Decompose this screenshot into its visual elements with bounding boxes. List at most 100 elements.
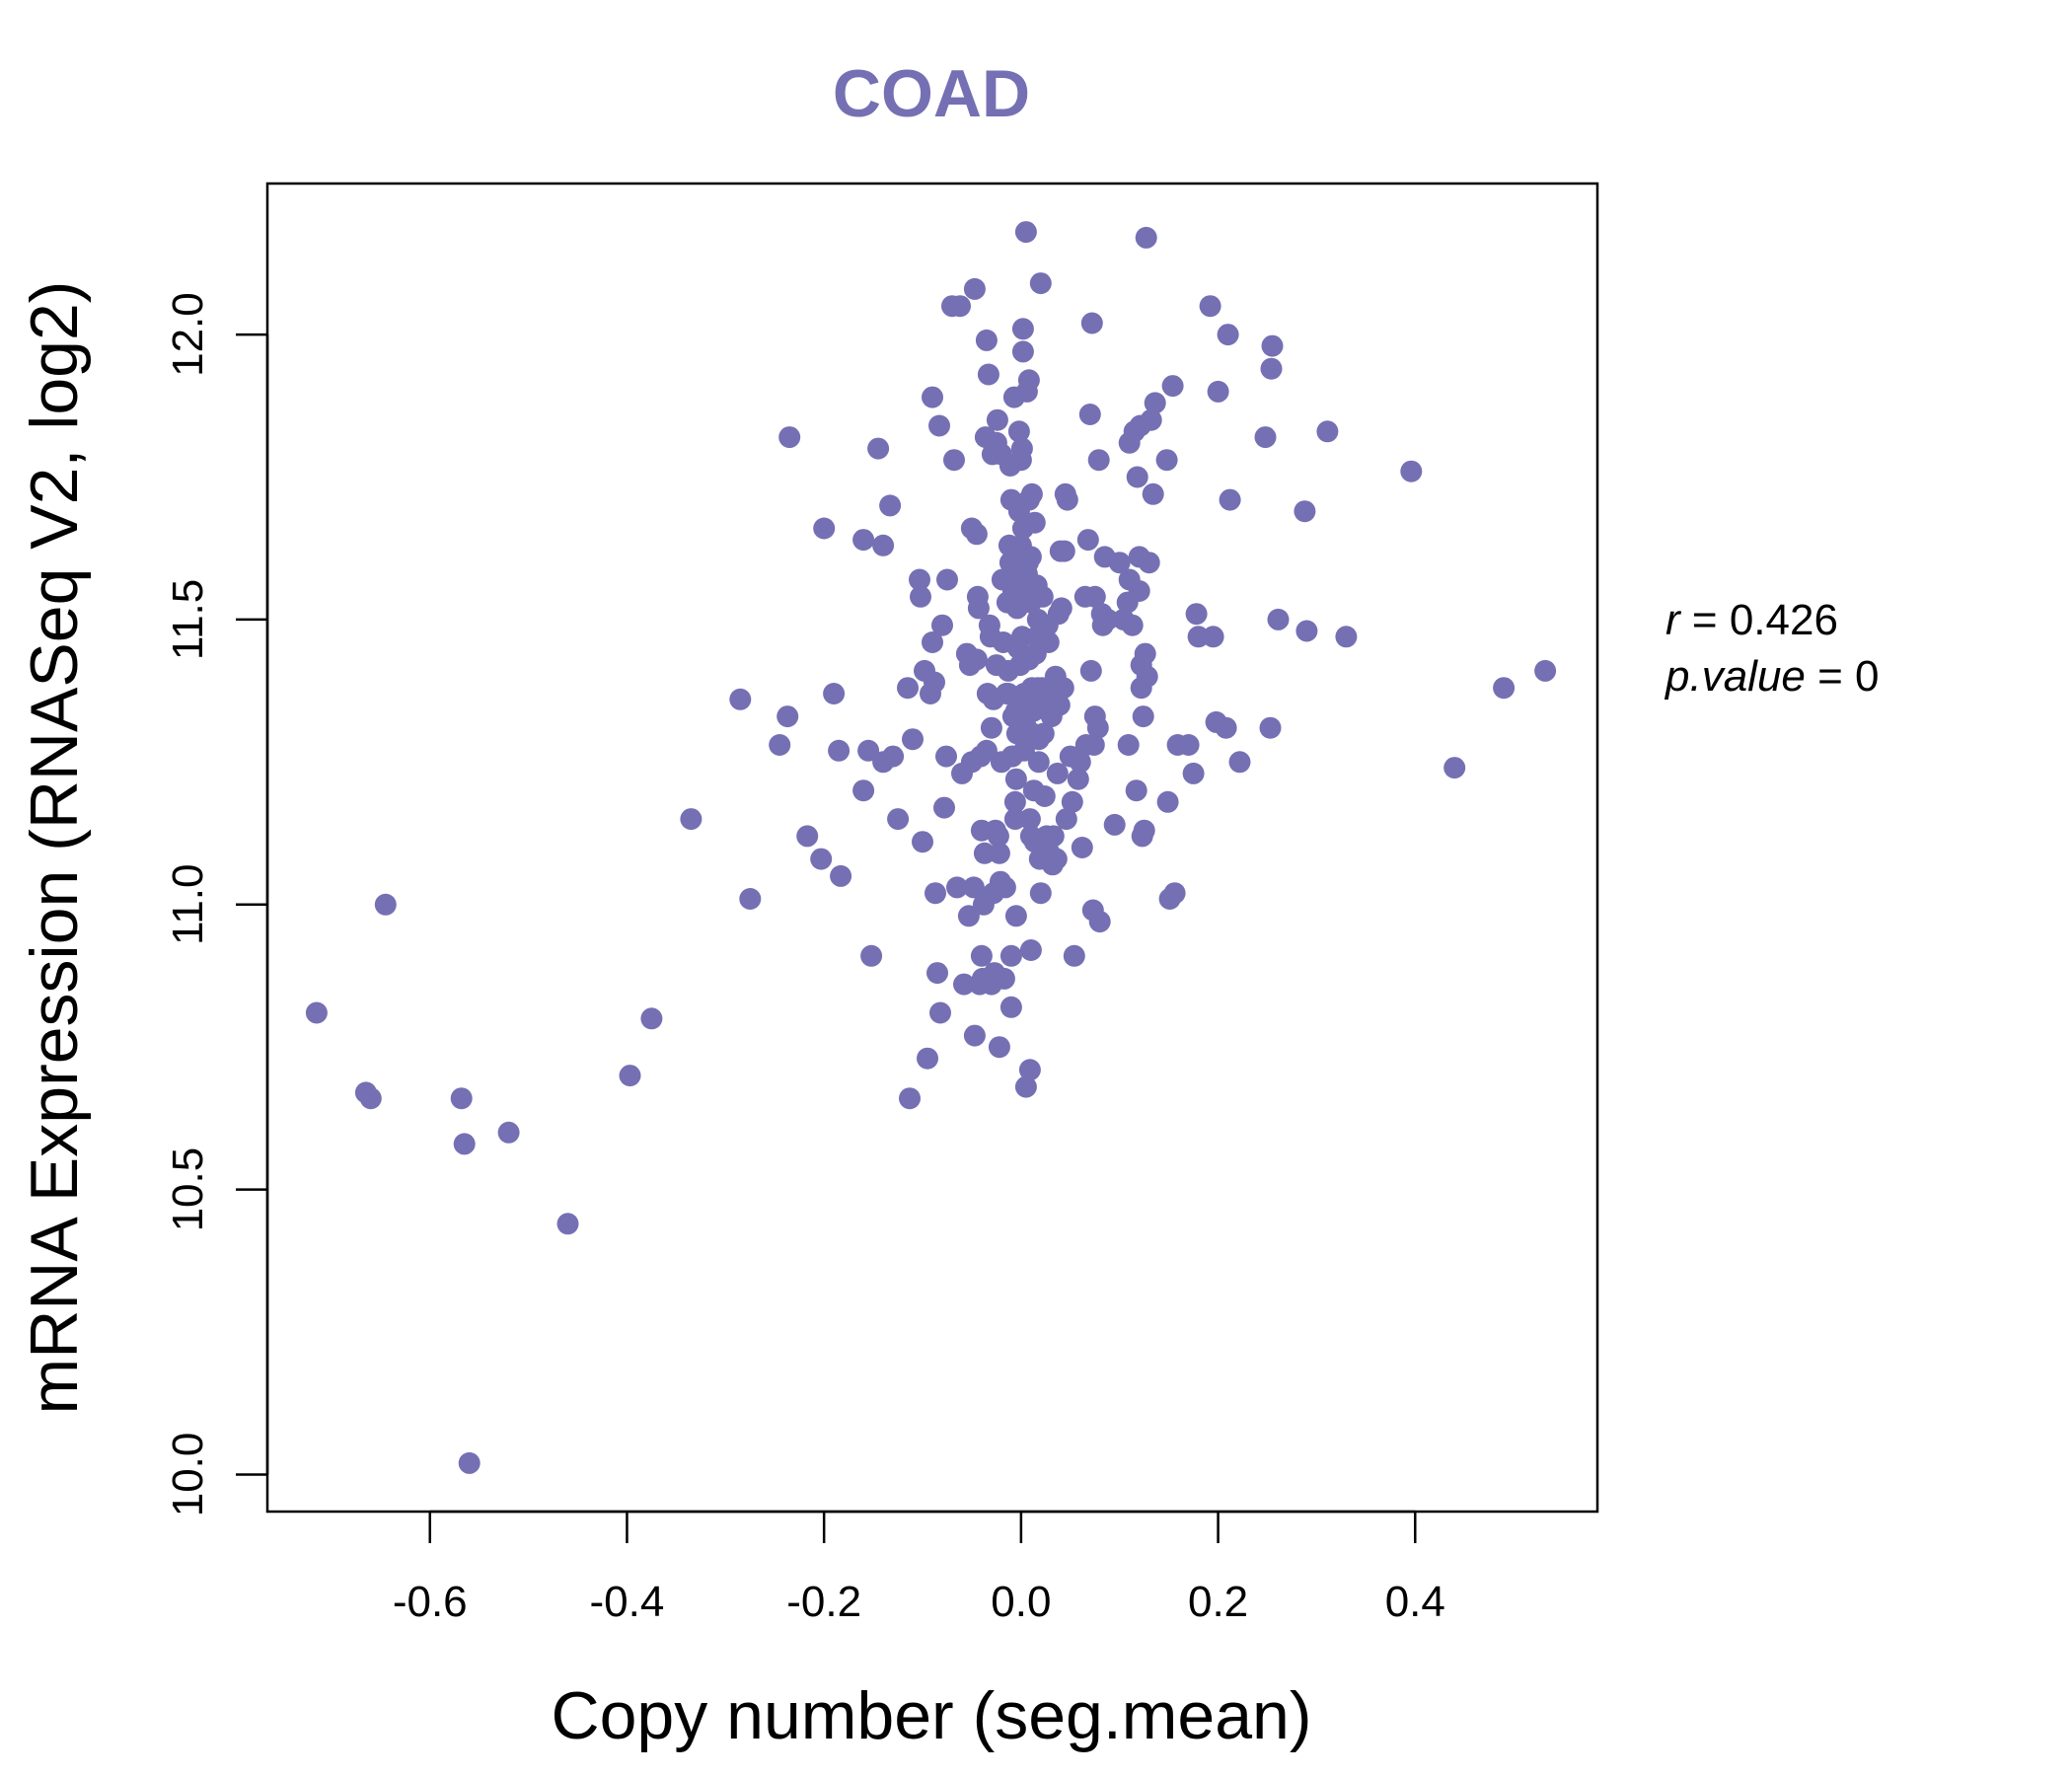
data-point: [867, 437, 890, 460]
data-point: [1048, 694, 1071, 716]
data-point: [1202, 626, 1224, 648]
data-point: [925, 882, 946, 905]
data-point: [1316, 420, 1339, 443]
data-point: [1136, 665, 1158, 688]
data-point: [778, 426, 801, 449]
data-point: [1132, 705, 1154, 728]
data-point: [975, 329, 998, 351]
data-point: [1003, 790, 1026, 813]
data-point: [909, 568, 930, 591]
data-point: [1138, 552, 1160, 574]
data-point: [1217, 324, 1239, 346]
data-point: [458, 1451, 481, 1474]
data-point: [1086, 716, 1109, 739]
data-point: [1267, 608, 1290, 630]
data-point: [1108, 552, 1131, 574]
data-point: [912, 831, 933, 853]
data-point: [1163, 882, 1186, 905]
data-point: [1207, 380, 1229, 403]
data-point: [1082, 734, 1105, 756]
data-point: [1161, 375, 1184, 398]
data-point: [680, 808, 703, 831]
data-point: [450, 1087, 473, 1110]
chart-title: COAD: [833, 56, 1030, 131]
data-point: [852, 529, 875, 552]
data-point: [810, 848, 833, 870]
data-point: [1017, 369, 1040, 392]
data-point: [1011, 340, 1034, 363]
data-point: [879, 494, 902, 517]
data-point: [910, 585, 931, 608]
data-point: [899, 1087, 921, 1110]
p-value: 0: [1855, 652, 1879, 701]
data-point: [1069, 751, 1091, 774]
data-point: [1400, 460, 1423, 482]
data-point: [1155, 449, 1178, 472]
data-point: [1443, 757, 1466, 779]
data-point: [1032, 722, 1055, 745]
data-point: [1128, 580, 1150, 602]
data-point: [1096, 608, 1119, 630]
data-point: [897, 677, 919, 700]
y-tick-label: 10.0: [164, 1433, 212, 1517]
data-point: [359, 1087, 382, 1110]
data-point: [1534, 659, 1557, 682]
data-point: [1083, 585, 1106, 608]
data-point: [1063, 944, 1085, 967]
data-point: [1029, 272, 1052, 295]
data-point: [1071, 837, 1093, 858]
data-point: [813, 517, 836, 540]
data-point: [1126, 466, 1148, 488]
data-point: [1004, 905, 1027, 927]
data-point: [1045, 848, 1068, 870]
data-point: [796, 825, 819, 848]
data-point: [729, 688, 752, 710]
data-point: [933, 796, 955, 819]
data-point: [1050, 597, 1073, 620]
data-point: [962, 876, 985, 899]
data-point: [1004, 768, 1027, 790]
data-point: [924, 671, 945, 694]
data-point: [1011, 318, 1034, 340]
data-point: [882, 745, 905, 768]
data-point: [1023, 511, 1046, 534]
data-point: [929, 1001, 951, 1024]
data-point: [931, 614, 953, 636]
y-tick-label: 10.5: [164, 1147, 212, 1232]
data-point: [965, 648, 988, 671]
data-point: [922, 631, 943, 653]
data-point: [902, 728, 924, 751]
data-point: [936, 568, 958, 591]
x-tick-label: -0.2: [786, 1578, 861, 1626]
data-point: [1033, 785, 1056, 807]
data-point: [1007, 420, 1030, 443]
y-tick-label: 11.5: [164, 579, 212, 660]
data-point: [993, 967, 1015, 990]
data-point: [988, 842, 1010, 864]
data-point: [1027, 751, 1050, 774]
data-point: [1185, 603, 1208, 626]
data-point: [1215, 716, 1237, 739]
data-point: [1295, 620, 1318, 642]
data-point: [986, 408, 1008, 431]
data-point: [1087, 449, 1110, 472]
data-point: [988, 1036, 1010, 1059]
data-point: [1020, 482, 1043, 505]
p-value-annotation: p.value = 0: [1664, 652, 1880, 701]
data-point: [1294, 500, 1316, 523]
data-point: [1156, 790, 1179, 813]
x-axis: -0.6 -0.4 -0.2 0.0 0.2 0.4: [393, 1510, 1445, 1626]
plot-frame: [265, 182, 1599, 1514]
data-point: [1125, 779, 1147, 802]
data-point: [1335, 626, 1358, 648]
data-point: [1121, 614, 1144, 636]
data-point: [1103, 813, 1126, 836]
y-axis: 10.0 10.5 11.0 11.5 12.0: [164, 292, 269, 1517]
data-point: [999, 944, 1022, 967]
x-tick-label: 0.0: [991, 1578, 1051, 1626]
data-point: [935, 745, 957, 768]
data-point: [922, 386, 943, 408]
data-point: [1228, 751, 1251, 774]
data-point: [1010, 437, 1033, 460]
